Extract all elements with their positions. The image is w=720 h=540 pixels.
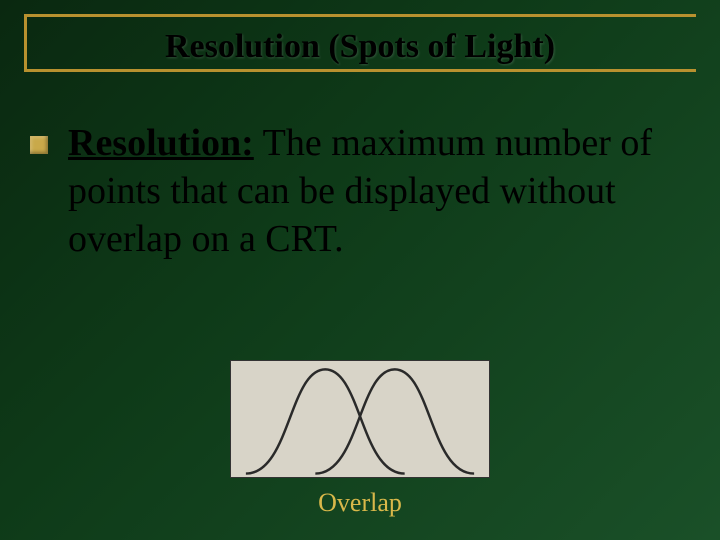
figure-caption: Overlap <box>318 488 402 518</box>
title-underline <box>24 69 696 72</box>
bullet-item: Resolution: The maximum number of points… <box>30 120 690 264</box>
overlap-figure <box>230 360 490 478</box>
slide-body: Resolution: The maximum number of points… <box>30 120 690 264</box>
figure-area: Overlap <box>0 360 720 518</box>
title-bar: Resolution (Spots of Light) <box>24 14 696 69</box>
bullet-square-icon <box>30 136 48 154</box>
definition-term: Resolution: <box>68 122 254 164</box>
slide-title: Resolution (Spots of Light) <box>147 28 573 66</box>
bullet-text: Resolution: The maximum number of points… <box>68 120 690 264</box>
gaussian-curves-icon <box>231 360 489 477</box>
